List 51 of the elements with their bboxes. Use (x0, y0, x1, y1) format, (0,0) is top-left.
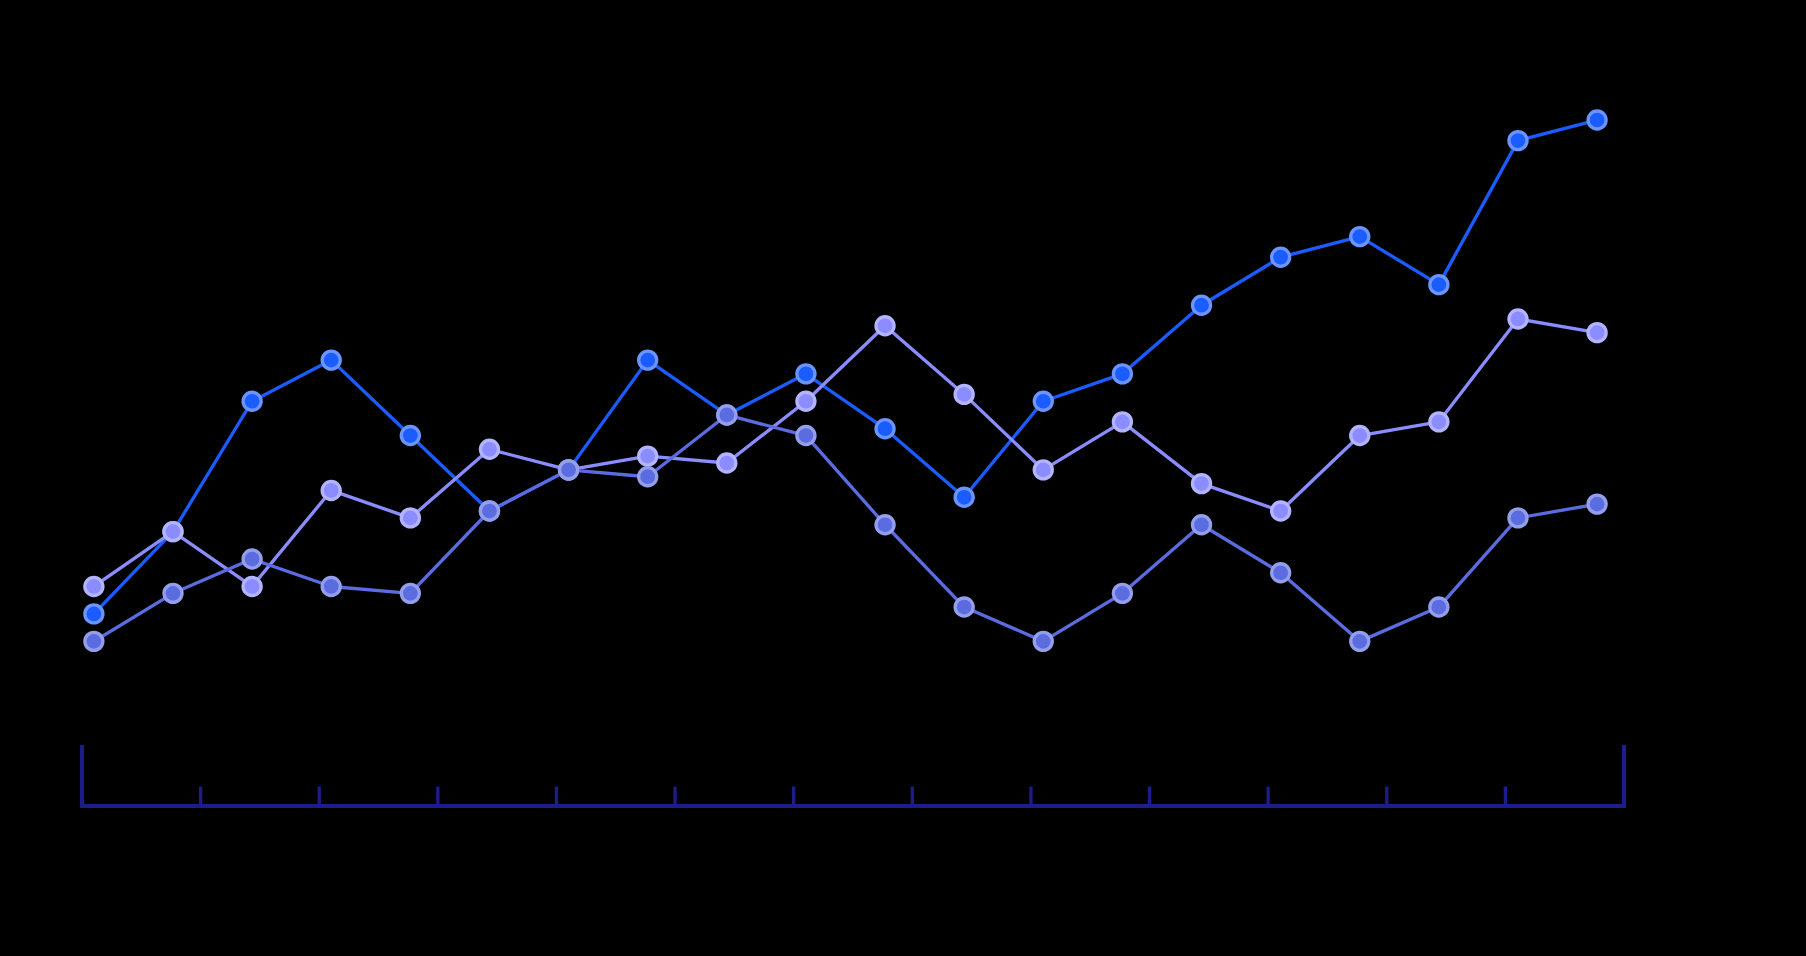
point (795, 363, 817, 385)
point (1507, 308, 1529, 330)
point (636, 466, 659, 488)
point (953, 486, 975, 508)
point (83, 575, 105, 598)
point (1586, 493, 1608, 515)
point (1190, 294, 1213, 316)
point (636, 349, 659, 371)
point (399, 424, 422, 447)
point (320, 479, 342, 502)
point (953, 596, 975, 618)
point (241, 575, 263, 598)
point (162, 582, 184, 605)
point (241, 390, 263, 412)
point (1269, 500, 1292, 522)
point (1586, 109, 1608, 131)
point (320, 349, 342, 371)
point (83, 630, 105, 653)
point (1032, 459, 1054, 481)
point (83, 603, 105, 625)
point (636, 445, 659, 467)
point (1190, 514, 1213, 536)
point (320, 575, 342, 598)
point (1428, 596, 1450, 618)
point (795, 390, 817, 412)
point (716, 452, 738, 474)
point (399, 507, 422, 529)
point (1111, 411, 1134, 433)
point (953, 383, 975, 406)
point (1349, 630, 1371, 653)
point (478, 438, 501, 460)
point (874, 418, 896, 440)
point (1032, 390, 1054, 412)
point (399, 582, 422, 605)
point (874, 514, 896, 536)
point (795, 424, 817, 447)
point (874, 315, 896, 337)
point (1190, 472, 1213, 495)
point (1111, 363, 1134, 385)
point (1111, 582, 1134, 605)
point (241, 548, 263, 570)
point (1349, 225, 1371, 248)
point (1269, 562, 1292, 584)
point (1428, 411, 1450, 433)
point (1586, 321, 1608, 344)
point (1428, 273, 1450, 296)
point (1269, 246, 1292, 268)
point (1507, 129, 1529, 152)
point (1349, 424, 1371, 447)
point (1032, 630, 1054, 653)
point (1507, 507, 1529, 529)
